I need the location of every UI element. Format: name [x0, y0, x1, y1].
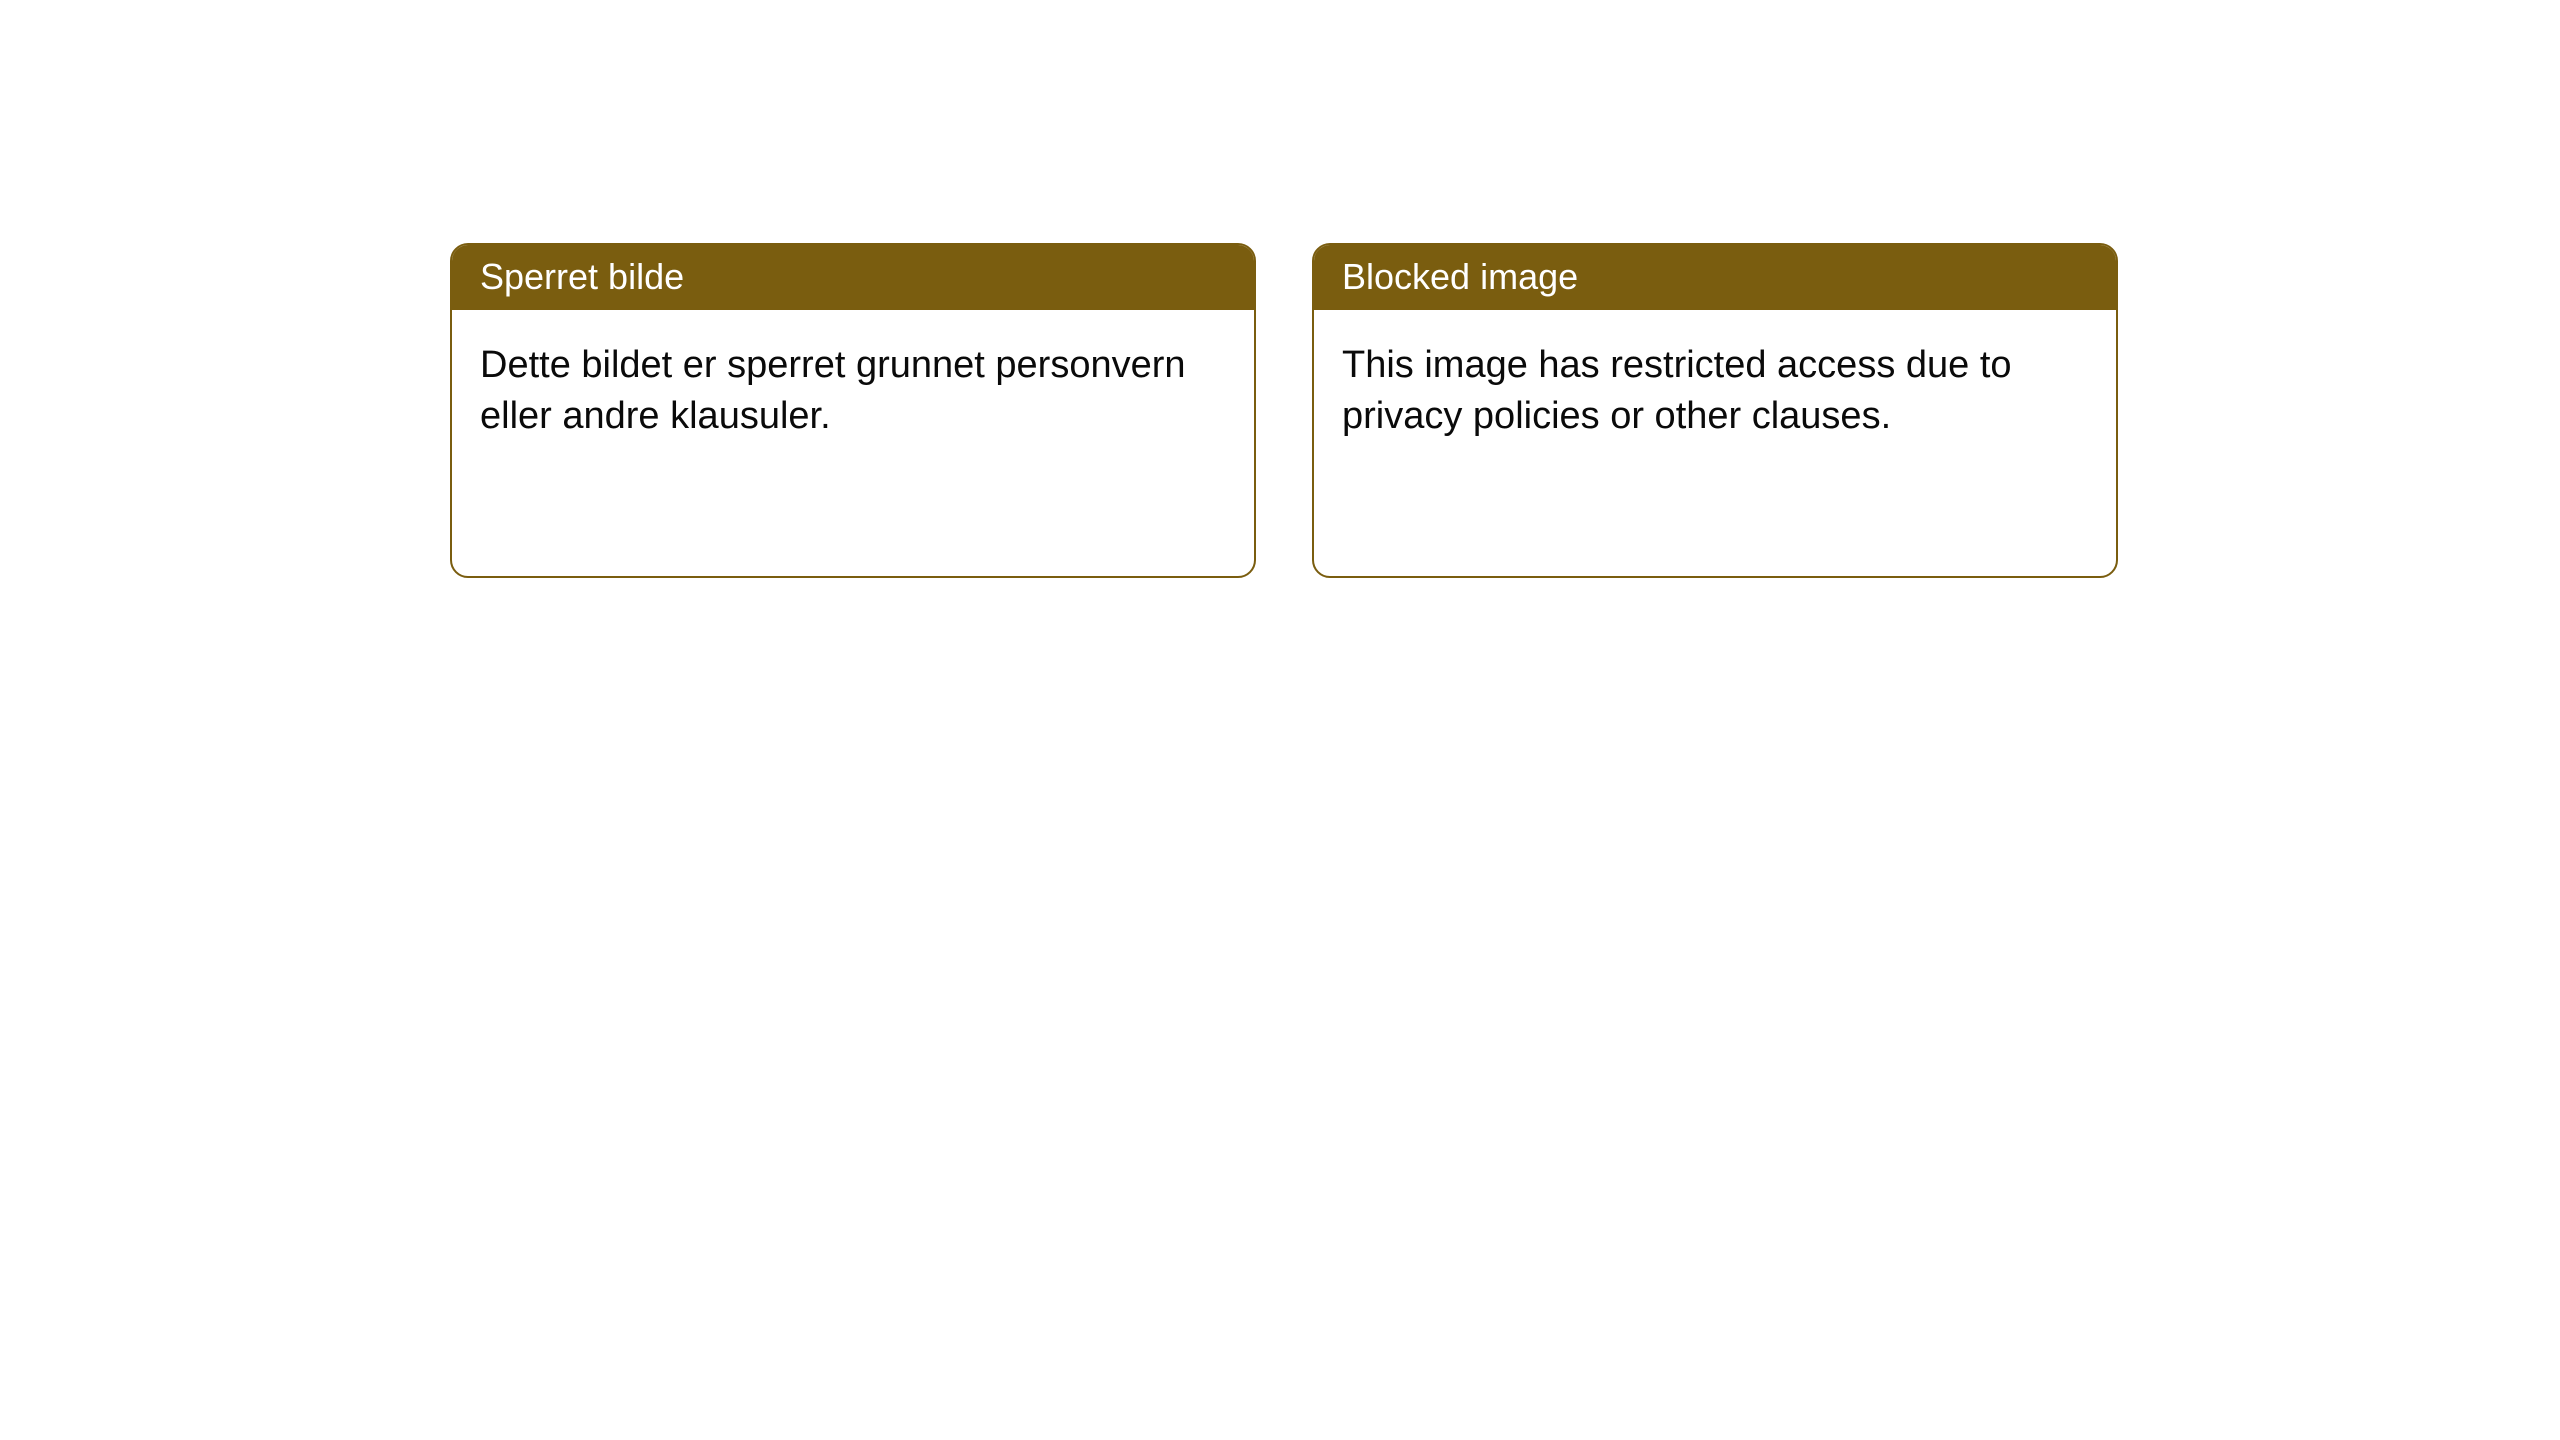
card-header-en: Blocked image: [1314, 245, 2116, 310]
blocked-image-card-no: Sperret bilde Dette bildet er sperret gr…: [450, 243, 1256, 578]
card-body-en: This image has restricted access due to …: [1314, 310, 2116, 473]
card-header-no: Sperret bilde: [452, 245, 1254, 310]
notice-cards-container: Sperret bilde Dette bildet er sperret gr…: [0, 0, 2560, 578]
blocked-image-card-en: Blocked image This image has restricted …: [1312, 243, 2118, 578]
card-body-no: Dette bildet er sperret grunnet personve…: [452, 310, 1254, 473]
